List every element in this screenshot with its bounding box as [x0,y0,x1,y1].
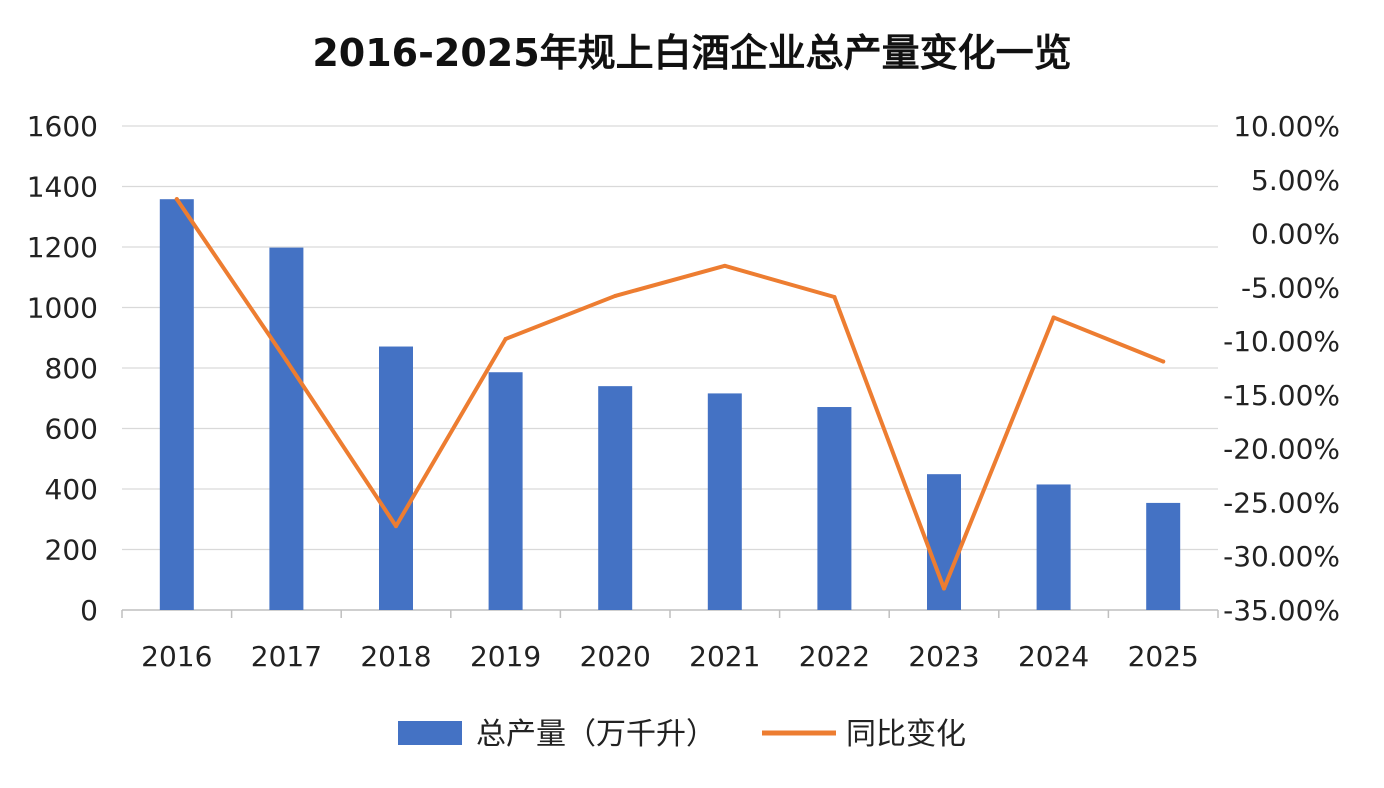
y-tick-label: 0 [80,594,98,627]
bar [159,199,194,610]
y-axis-right-ticks: -35.00% -30.00% -25.00% -20.00% -15.00% -10.0… [1223,110,1340,627]
x-tick-label: 2019 [470,640,541,673]
line-point [503,336,508,341]
x-tick-label: 2016 [141,640,212,673]
y2-tick-label: 10.00% [1233,110,1340,143]
line-point [832,295,837,300]
y2-tick-label: -5.00% [1241,271,1340,304]
y-tick-label: 1600 [27,110,98,143]
y2-tick-label: -30.00% [1223,540,1340,573]
y-tick-label: 800 [45,352,98,385]
line-point [1051,315,1056,320]
x-tick-label: 2020 [580,640,651,673]
y-tick-label: 200 [45,534,98,567]
y2-tick-label: -10.00% [1223,325,1340,358]
bar [817,407,852,610]
chart-title: 2016-2025年规上白酒企业总产量变化一览 [312,31,1071,75]
legend: 总产量（万千升） 同比变化 [398,717,966,752]
y2-tick-label: -15.00% [1223,379,1340,412]
x-tick-label: 2024 [1018,640,1089,673]
y-tick-label: 1400 [27,171,98,204]
x-tick-label: 2022 [799,640,870,673]
y-tick-label: 1000 [27,292,98,325]
line-point [394,524,398,529]
y2-tick-label: 5.00% [1251,164,1340,197]
x-tick-label: 2025 [1128,640,1199,673]
legend-swatch-bar [398,721,462,745]
x-tick-label: 2017 [251,640,322,673]
line-point [284,358,289,363]
bar [707,393,742,610]
gridlines [122,125,1218,551]
bar [488,372,523,610]
line-point [722,263,727,268]
y-tick-label: 600 [45,413,98,446]
bar [379,346,413,610]
y2-tick-label: -25.00% [1223,486,1340,519]
line-series [174,197,1166,591]
x-tick-label: 2023 [908,640,979,673]
y-tick-label: 400 [45,473,98,506]
line-point [613,293,618,298]
x-axis-ticks: 2016 2017 2018 2019 2020 2021 2022 2023 2024 2025 [121,610,1219,673]
bar [269,247,304,611]
y-axis-left-ticks: 0 200 400 600 800 1000 1200 1400 1600 [27,110,98,627]
x-tick-label: 2021 [689,640,760,673]
legend-label-line: 同比变化 [846,717,966,752]
legend-label-bar: 总产量（万千升） [476,717,716,752]
y-tick-label: 1200 [27,231,98,264]
x-tick-label: 2018 [360,640,431,673]
line-point [174,197,179,202]
bar [598,386,633,610]
line-point [1161,359,1166,364]
line-point [942,586,946,591]
bar-series [159,199,1181,611]
y2-tick-label: -20.00% [1223,433,1340,466]
line-path [174,197,1166,591]
y2-tick-label: -35.00% [1223,594,1340,627]
y2-tick-label: 0.00% [1251,218,1340,251]
bar [1036,484,1071,610]
bar [1146,502,1181,610]
